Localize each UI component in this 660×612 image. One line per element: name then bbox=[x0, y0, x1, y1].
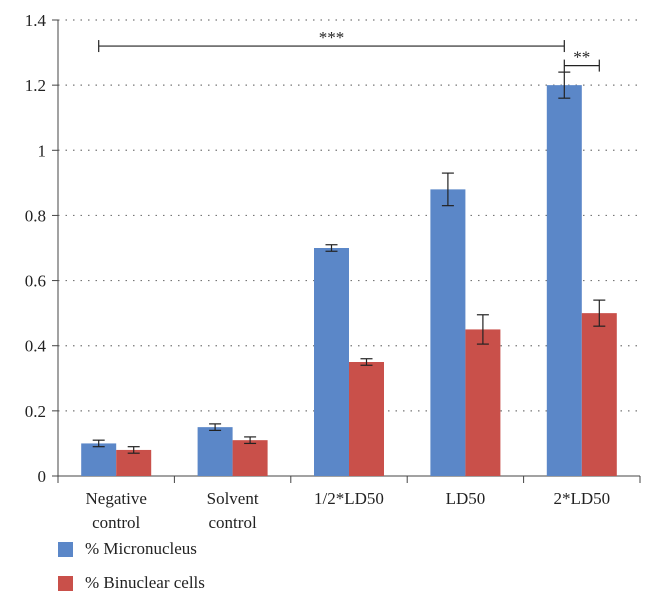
significance-label: *** bbox=[319, 28, 345, 47]
legend-swatch-binuclear bbox=[58, 575, 73, 591]
bar bbox=[546, 85, 582, 477]
bar bbox=[197, 427, 233, 476]
x-tick-label: LD50 bbox=[446, 489, 486, 508]
legend-item-binuclear: % Binuclear cells bbox=[58, 572, 205, 594]
bar-chart: 0 0.2 0.4 0.6 0.8 1 1.2 1.4 Negative control Solve… bbox=[25, 11, 641, 530]
bar bbox=[314, 248, 349, 476]
legend-item-micronucleus: % Micronucleus bbox=[58, 538, 205, 560]
y-tick-label: 1.4 bbox=[25, 11, 47, 30]
y-tick-label: 0.8 bbox=[25, 206, 46, 225]
bar bbox=[581, 313, 617, 476]
significance-label: ** bbox=[573, 48, 590, 67]
x-tick-label: 2*LD50 bbox=[553, 489, 610, 508]
legend-label-binuclear: % Binuclear cells bbox=[85, 573, 205, 592]
x-tick-label: Solvent control bbox=[207, 489, 259, 530]
bar bbox=[430, 189, 466, 476]
legend-label-micronucleus: % Micronucleus bbox=[85, 539, 197, 558]
x-tick-label: 1/2*LD50 bbox=[314, 489, 384, 508]
bar bbox=[116, 449, 152, 476]
y-tick-label: 0.4 bbox=[25, 337, 47, 356]
y-tick-label: 0.6 bbox=[25, 272, 46, 291]
bar bbox=[349, 362, 384, 476]
y-tick-label: 1 bbox=[38, 141, 47, 160]
y-tick-label: 0.2 bbox=[25, 402, 46, 421]
y-tick-label: 0 bbox=[38, 467, 47, 486]
x-tick-label: Negative control bbox=[86, 489, 147, 530]
bar bbox=[81, 443, 117, 476]
legend: % Micronucleus % Binuclear cells bbox=[58, 538, 205, 606]
bar bbox=[465, 329, 501, 476]
legend-swatch-micronucleus bbox=[58, 541, 73, 557]
y-tick-label: 1.2 bbox=[25, 76, 46, 95]
bar bbox=[232, 440, 268, 476]
